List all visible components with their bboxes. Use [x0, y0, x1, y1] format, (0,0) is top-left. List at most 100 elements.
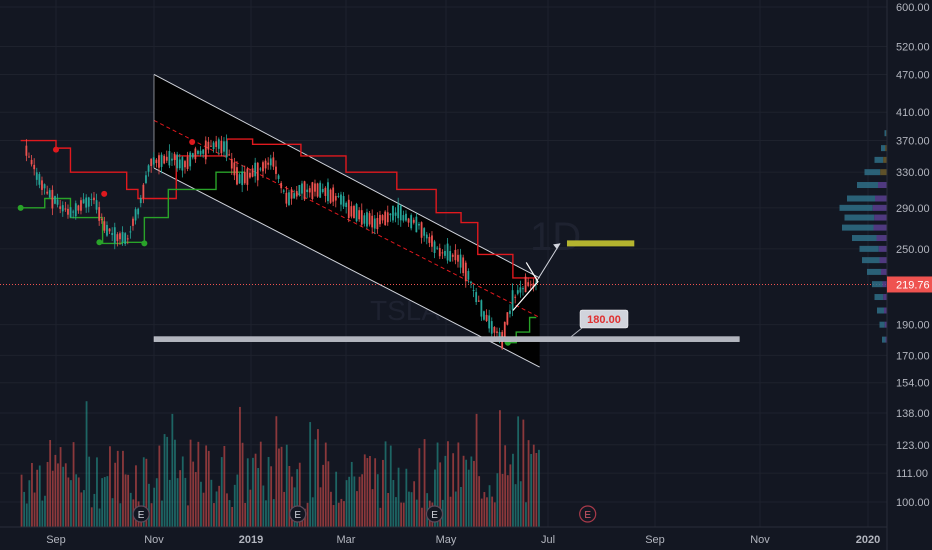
volume-bar	[200, 481, 202, 527]
candle-body	[103, 221, 106, 231]
volume-bar	[314, 439, 317, 527]
candle-body	[165, 156, 168, 161]
volume-bar	[72, 442, 75, 527]
volume-bar	[491, 496, 494, 527]
target-zone-box[interactable]	[566, 240, 635, 247]
volume-bar	[374, 458, 377, 527]
volume-bar	[496, 473, 499, 527]
time-tick-label: Nov	[750, 534, 770, 546]
support-line[interactable]	[153, 336, 740, 342]
projection-arrow-line[interactable]	[535, 243, 561, 282]
candle-body	[498, 332, 501, 338]
candle-body	[472, 289, 475, 291]
candle-body	[410, 215, 413, 229]
buy-signal-dot	[17, 204, 24, 211]
volume-profile-bar-up	[877, 307, 884, 314]
candle-body	[506, 312, 509, 325]
volume-bar	[249, 489, 252, 527]
volume-bar	[283, 491, 286, 527]
candle-body	[379, 214, 381, 225]
volume-bar	[327, 461, 330, 527]
candle-body	[38, 174, 41, 185]
channel-upper-line[interactable]	[153, 74, 540, 279]
candle-body	[350, 206, 353, 217]
support-price-label-box[interactable]	[579, 309, 629, 329]
candle-body	[43, 184, 46, 189]
volume-bar	[51, 470, 54, 527]
volume-bar	[252, 457, 254, 527]
candle-body	[451, 254, 454, 257]
volume-bar	[322, 464, 325, 527]
volume-bar	[220, 457, 223, 527]
volume-bar	[361, 474, 364, 527]
candle-body	[467, 271, 470, 280]
time-axis[interactable]: Sep Nov 2019 Mar May Jul Sep Nov 2020	[0, 526, 887, 546]
regression-channel[interactable]	[153, 74, 540, 368]
candle-body	[186, 156, 189, 169]
candle-body	[197, 150, 199, 154]
volume-bar	[161, 500, 163, 527]
volume-profile-bar-down	[874, 214, 887, 221]
volume-bar	[535, 453, 538, 527]
candle-body	[319, 182, 322, 198]
volume-bar	[197, 441, 200, 527]
price-tick-label: 138.00	[896, 408, 930, 420]
volume-bar	[215, 491, 218, 527]
candle-body	[420, 222, 423, 238]
volume-profile-bar-down	[878, 182, 887, 189]
channel-mid-line[interactable]	[153, 119, 540, 318]
volume-bar	[330, 491, 332, 527]
candle-body	[412, 219, 415, 223]
candle-body	[295, 191, 298, 197]
candle-body	[48, 190, 51, 198]
pennant-triangle[interactable]	[512, 262, 539, 311]
earnings-marker[interactable]	[425, 505, 444, 523]
volume-bar	[90, 507, 93, 527]
volume-bar	[166, 436, 169, 527]
volume-bar	[311, 497, 314, 527]
price-axis[interactable]: 600.00 520.00 470.00 410.00 370.00 330.00 290.…	[886, 0, 932, 550]
volume-bar	[122, 450, 124, 527]
volume-bar	[478, 476, 481, 527]
candle-body	[464, 262, 467, 282]
price-tick-label: 100.00	[896, 497, 930, 509]
earnings-marker[interactable]	[579, 505, 597, 523]
volume-bar	[522, 419, 525, 527]
volume-profile-bar-down	[875, 195, 887, 202]
candle-body	[493, 326, 496, 333]
candle-body	[405, 213, 407, 221]
volume-bar	[332, 505, 335, 527]
candle-body	[433, 241, 436, 253]
candle-body	[324, 187, 327, 196]
volume-bar	[369, 456, 371, 527]
volume-profile-bar-down	[873, 224, 887, 231]
channel-lower-line[interactable]	[153, 167, 540, 368]
candle-body	[176, 154, 179, 169]
earnings-marker[interactable]	[132, 505, 150, 523]
volume-profile-bar-down	[885, 336, 887, 343]
volume-bar	[158, 445, 161, 527]
channel-fill	[154, 74, 540, 368]
candle-body	[249, 172, 251, 178]
volume-profile	[839, 130, 887, 343]
candle-body	[340, 194, 342, 205]
candle-body	[228, 154, 231, 156]
candle-body	[67, 208, 69, 215]
candle-body	[363, 215, 366, 224]
earnings-marker[interactable]	[289, 505, 307, 523]
candle-body	[298, 185, 301, 196]
volume-bar	[306, 502, 309, 527]
drawing-tools[interactable]: 180.00	[153, 240, 740, 342]
price-tick-label: 190.00	[896, 320, 930, 332]
buy-signal-dot	[96, 239, 103, 246]
last-price-badge	[887, 276, 932, 293]
candle-body	[30, 159, 33, 165]
volume-bar	[171, 413, 174, 527]
candle-body	[264, 160, 267, 169]
candle-body	[178, 159, 181, 169]
volume-bar	[475, 413, 478, 527]
volume-bar	[20, 474, 23, 527]
volume-bar	[519, 481, 522, 527]
